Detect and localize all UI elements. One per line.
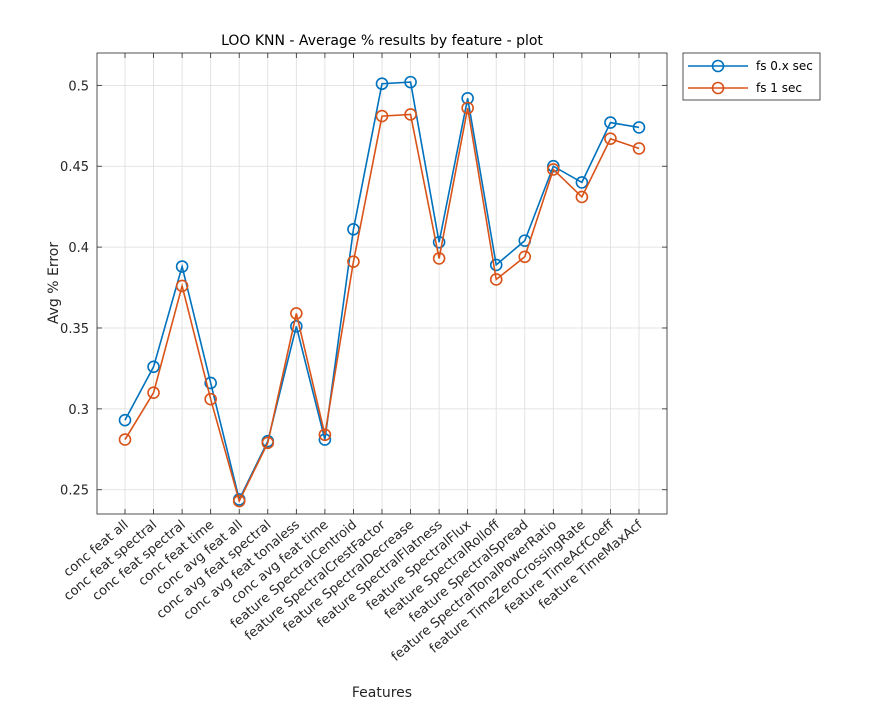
series-2-point [632,142,646,155]
series-2-point [318,428,332,442]
series-2-point [432,252,446,265]
y-tick-label: 0.4 [68,241,89,256]
series-2-point [290,307,303,320]
series-1-point [604,116,617,129]
series-1-point [204,376,217,390]
legend-marker-series-2 [711,81,725,95]
series-1-point [632,121,646,134]
y-tick-label: 0.5 [68,79,89,94]
series-1-point [575,176,589,189]
series-line-1 [124,81,640,502]
series-2-point [375,109,389,123]
series-1-point [375,77,389,91]
series-2-point [404,108,417,121]
series-2-point [204,392,217,406]
series-1-point [290,320,303,333]
series-1-point [461,91,474,105]
x-axis-title: Features [352,685,412,701]
y-tick-label: 0.45 [60,160,89,175]
series-line-2 [124,107,640,504]
series-1-point [347,223,360,236]
series-2-point [232,494,246,508]
legend-marker-series-1 [711,59,725,73]
series-layer [118,75,646,508]
series-2-point [261,436,275,450]
y-tick-label: 0.3 [68,403,89,418]
series-2-point [604,132,617,146]
legend-label-series-1: fs 0.x sec [756,59,813,73]
series-1-point [147,360,160,374]
series-2-point [547,163,560,176]
series-1-point [404,75,417,89]
y-axis-title: Avg % Error [46,242,62,325]
legend-label-series-2: fs 1 sec [756,81,802,95]
series-1-point [432,235,446,249]
series-2-point [461,101,474,115]
series-2-point [489,273,503,286]
legend-box [682,52,821,101]
gridlines [97,53,667,514]
series-1-point [489,258,503,272]
legend: fs 0.x sec fs 1 sec [682,52,821,101]
series-2-point [575,190,589,204]
y-axis-ticks: 0.25 0.3 0.35 0.4 0.45 0.5 [60,79,667,499]
series-1-point [175,260,189,273]
series-2-point [347,255,360,268]
series-2-point [175,279,189,293]
series-2-point [518,250,532,264]
series-2-point [147,386,160,399]
chart-title: LOO KNN - Average % results by feature -… [221,33,543,49]
y-tick-label: 0.35 [60,322,89,337]
y-tick-label: 0.25 [60,484,89,499]
series-2-point [118,433,132,446]
series-1-point [118,413,132,427]
